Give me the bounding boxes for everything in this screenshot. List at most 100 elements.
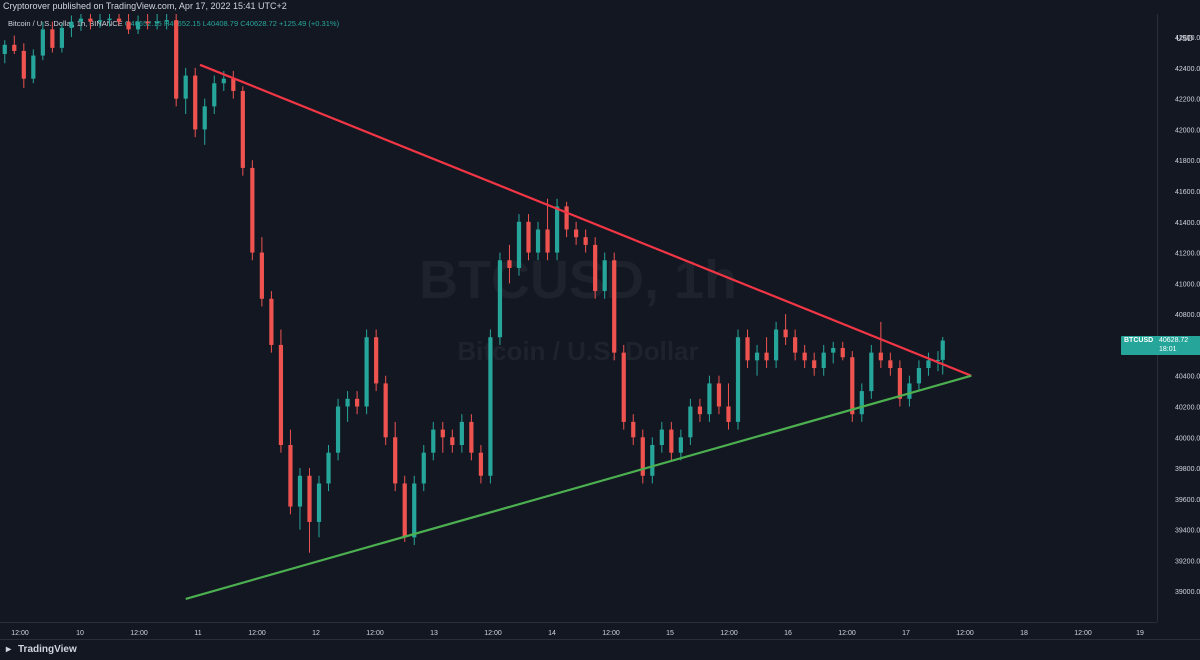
- candle-body[interactable]: [412, 483, 417, 538]
- candle-body[interactable]: [250, 167, 255, 253]
- candle-body[interactable]: [678, 437, 683, 453]
- candle-body[interactable]: [269, 298, 274, 345]
- candle-body[interactable]: [421, 452, 426, 484]
- candle-body[interactable]: [59, 27, 64, 48]
- candle-body[interactable]: [135, 21, 141, 30]
- candle-body[interactable]: [383, 383, 388, 438]
- candle-body[interactable]: [612, 260, 617, 353]
- candle-body[interactable]: [897, 368, 902, 399]
- candle-body[interactable]: [850, 357, 855, 415]
- candle-body[interactable]: [307, 475, 312, 522]
- candle-body[interactable]: [564, 206, 569, 230]
- candle-body[interactable]: [888, 360, 893, 369]
- candle-body[interactable]: [450, 437, 455, 445]
- candle-body[interactable]: [345, 398, 350, 407]
- candle-body[interactable]: [526, 221, 531, 253]
- candle-body[interactable]: [69, 21, 74, 28]
- candle-body[interactable]: [812, 360, 817, 369]
- candle-body[interactable]: [259, 252, 264, 299]
- candle-body[interactable]: [488, 337, 493, 476]
- candlestick-chart[interactable]: BTCUSD, 1h Bitcoin / U.S. Dollar: [0, 14, 1157, 622]
- candle-body[interactable]: [107, 18, 112, 21]
- candle-body[interactable]: [316, 483, 322, 522]
- candle-body[interactable]: [535, 229, 541, 253]
- candle-body[interactable]: [88, 18, 93, 22]
- candle-body[interactable]: [50, 29, 55, 48]
- candle-body[interactable]: [783, 329, 788, 338]
- candle-body[interactable]: [697, 406, 703, 415]
- candle-body[interactable]: [478, 452, 483, 476]
- candle-body[interactable]: [297, 475, 303, 507]
- candle-body[interactable]: [440, 429, 445, 438]
- candle-body[interactable]: [364, 337, 369, 407]
- candle-body[interactable]: [231, 78, 236, 91]
- candle-body[interactable]: [393, 437, 398, 484]
- candle-body[interactable]: [193, 75, 198, 130]
- candle-body[interactable]: [583, 237, 588, 245]
- candle-body[interactable]: [726, 406, 731, 422]
- candle-body[interactable]: [97, 20, 103, 22]
- candle-body[interactable]: [40, 29, 45, 56]
- candle-body[interactable]: [878, 352, 883, 361]
- candle-body[interactable]: [12, 44, 17, 51]
- candle-body[interactable]: [2, 44, 7, 55]
- candle-body[interactable]: [650, 444, 655, 476]
- time-axis[interactable]: 12:00 10 12:00 11 12:00 12 12:00 13 12:00 14 12:00…: [0, 622, 1157, 640]
- candle-body[interactable]: [840, 348, 845, 358]
- candle-body[interactable]: [116, 18, 122, 22]
- candle-body[interactable]: [469, 421, 474, 453]
- candle-body[interactable]: [764, 352, 769, 361]
- candle-body[interactable]: [793, 337, 798, 353]
- candle-body[interactable]: [78, 18, 84, 22]
- candle-body[interactable]: [431, 429, 436, 453]
- candle-body[interactable]: [278, 344, 284, 445]
- candle-body[interactable]: [935, 359, 941, 361]
- candle-body[interactable]: [802, 352, 807, 361]
- candle-body[interactable]: [688, 406, 693, 438]
- candle-body[interactable]: [926, 360, 931, 369]
- candle-body[interactable]: [221, 78, 226, 84]
- candle-body[interactable]: [183, 75, 188, 99]
- candle-body[interactable]: [735, 337, 741, 422]
- candle-body[interactable]: [640, 437, 645, 476]
- resistance-trendline[interactable]: [199, 63, 972, 377]
- candle-body[interactable]: [516, 221, 522, 268]
- candle-body[interactable]: [916, 368, 922, 384]
- candle-body[interactable]: [574, 229, 579, 238]
- candle-body[interactable]: [126, 21, 131, 30]
- candle-body[interactable]: [659, 429, 664, 445]
- candle-body[interactable]: [507, 260, 512, 268]
- candle-body[interactable]: [869, 352, 874, 392]
- support-trendline[interactable]: [185, 374, 972, 600]
- candle-body[interactable]: [669, 429, 674, 453]
- legend-symbol[interactable]: Bitcoin / U.S. Dollar, 1h, BINANCE: [8, 19, 123, 28]
- candle-body[interactable]: [155, 21, 160, 24]
- candle-body[interactable]: [497, 260, 503, 338]
- candle-body[interactable]: [374, 337, 379, 384]
- candle-body[interactable]: [940, 340, 945, 360]
- candle-body[interactable]: [745, 337, 750, 361]
- candle-body[interactable]: [164, 20, 169, 22]
- candle-body[interactable]: [288, 444, 293, 507]
- candle-body[interactable]: [21, 50, 26, 79]
- candle-body[interactable]: [240, 90, 245, 168]
- candle-body[interactable]: [326, 452, 331, 484]
- candle-body[interactable]: [459, 421, 464, 445]
- candle-body[interactable]: [631, 421, 636, 438]
- candle-body[interactable]: [554, 206, 560, 253]
- candle-body[interactable]: [716, 383, 722, 407]
- candle-body[interactable]: [707, 383, 712, 415]
- candle-body[interactable]: [593, 244, 598, 292]
- candle-body[interactable]: [831, 348, 836, 353]
- candle-body[interactable]: [754, 352, 760, 361]
- candle-body[interactable]: [202, 106, 207, 130]
- candle-body[interactable]: [602, 260, 607, 292]
- candle-body[interactable]: [212, 83, 217, 107]
- candle-body[interactable]: [354, 398, 360, 407]
- candle-body[interactable]: [621, 352, 626, 422]
- candle-body[interactable]: [335, 406, 341, 453]
- candle-body[interactable]: [545, 229, 550, 253]
- candle-body[interactable]: [402, 483, 407, 538]
- candle-body[interactable]: [907, 383, 912, 399]
- chart-area[interactable]: BTCUSD, 1h Bitcoin / U.S. Dollar: [0, 14, 1157, 622]
